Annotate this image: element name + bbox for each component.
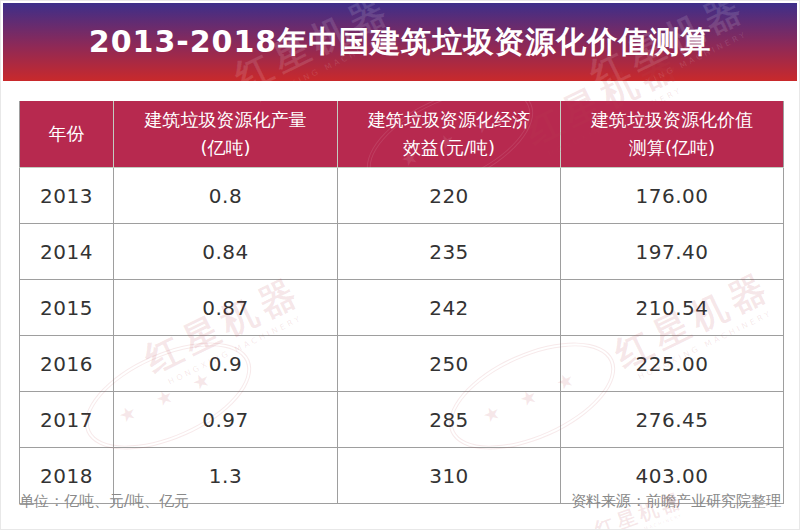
value-cell: 197.40 [561,224,784,280]
value-cell: 0.9 [114,336,338,392]
value-cell: 250 [338,336,561,392]
value-cell: 220 [338,168,561,224]
footer: 单位：亿吨、元/吨、亿元 资料来源：前瞻产业研究院整理 [19,492,781,511]
year-cell: 2017 [20,392,114,448]
units-note: 单位：亿吨、元/吨、亿元 [19,492,189,511]
value-cell: 0.87 [114,280,338,336]
table-header-row: 年份 建筑垃圾资源化产量 (亿吨) 建筑垃圾资源化经济 效益(元/吨) 建筑垃圾… [20,101,784,168]
value-cell: 176.00 [561,168,784,224]
value-cell: 276.45 [561,392,784,448]
table-row: 20150.87242210.54 [20,280,784,336]
source-note: 资料来源：前瞻产业研究院整理 [571,492,781,511]
value-cell: 235 [338,224,561,280]
data-table: 年份 建筑垃圾资源化产量 (亿吨) 建筑垃圾资源化经济 效益(元/吨) 建筑垃圾… [19,101,784,504]
year-cell: 2013 [20,168,114,224]
year-cell: 2014 [20,224,114,280]
header-year: 年份 [20,101,114,168]
header-value-estimate: 建筑垃圾资源化价值 测算(亿吨) [561,101,784,168]
value-cell: 0.8 [114,168,338,224]
data-table-container: 年份 建筑垃圾资源化产量 (亿吨) 建筑垃圾资源化经济 效益(元/吨) 建筑垃圾… [19,101,783,504]
table-row: 20140.84235197.40 [20,224,784,280]
infographic-page: 2013-2018年中国建筑垃圾资源化价值测算 年份 建筑垃圾资源化产量 (亿吨… [0,0,800,530]
year-cell: 2016 [20,336,114,392]
watermark-brand-latin: HONGXING MACHINERY [600,511,689,530]
value-cell: 242 [338,280,561,336]
value-cell: 225.00 [561,336,784,392]
header-output: 建筑垃圾资源化产量 (亿吨) [114,101,338,168]
table-row: 20160.9250225.00 [20,336,784,392]
table-row: 20170.97285276.45 [20,392,784,448]
value-cell: 0.97 [114,392,338,448]
value-cell: 285 [338,392,561,448]
page-title: 2013-2018年中国建筑垃圾资源化价值测算 [89,22,711,63]
year-cell: 2015 [20,280,114,336]
value-cell: 0.84 [114,224,338,280]
table-row: 20130.8220176.00 [20,168,784,224]
value-cell: 210.54 [561,280,784,336]
table-body: 20130.8220176.0020140.84235197.4020150.8… [20,168,784,504]
header-economic-benefit: 建筑垃圾资源化经济 效益(元/吨) [338,101,561,168]
title-banner: 2013-2018年中国建筑垃圾资源化价值测算 [3,3,797,81]
